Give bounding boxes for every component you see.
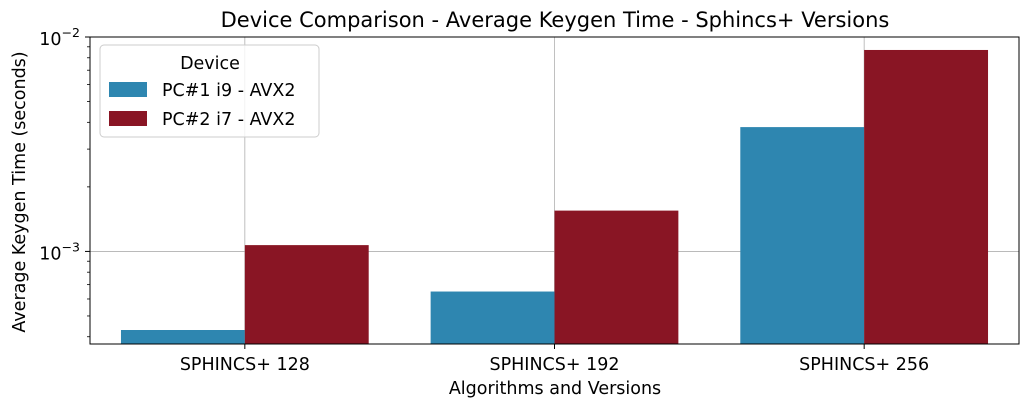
bar-series1-3	[740, 127, 865, 344]
y-tick-exponent: −3	[62, 239, 80, 254]
legend-label-pc2: PC#2 i7 - AVX2	[162, 110, 296, 130]
legend-title: Device	[180, 54, 240, 74]
legend-swatch-pc2	[109, 111, 147, 126]
legend-swatch-pc1	[109, 82, 147, 97]
legend-label-pc1: PC#1 i9 - AVX2	[162, 81, 296, 101]
bar-series2-2	[554, 210, 679, 344]
axes	[85, 36, 1020, 349]
y-tick-label-1: 10−2	[39, 25, 80, 50]
x-tick-label-2: SPHINCS+ 192	[489, 355, 619, 375]
x-tick-label-1: SPHINCS+ 128	[180, 355, 310, 375]
tick-labels: SPHINCS+ 128 SPHINCS+ 192 SPHINCS+ 25610−2…	[39, 25, 929, 375]
y-tick-base: 10	[39, 244, 61, 264]
chart-title: Device Comparison - Average Keygen Time …	[221, 8, 890, 32]
x-axis-label: Algorithms and Versions	[449, 379, 661, 399]
legend-frame	[99, 44, 320, 138]
bar-series1-1	[120, 330, 245, 344]
bar-series2-3	[864, 49, 989, 345]
y-tick-exponent: −2	[62, 25, 80, 40]
y-axis-label: Average Keygen Time (seconds)	[10, 51, 30, 332]
bar-series2-1	[244, 245, 369, 344]
bar-series1-2	[430, 291, 555, 344]
y-tick-label-2: 10−3	[39, 239, 80, 264]
x-tick-label-3: SPHINCS+ 256	[799, 355, 929, 375]
bars	[120, 49, 989, 345]
y-tick-base: 10	[39, 30, 61, 50]
legend: Device PC#1 i9 - AVX2 PC#2 i7 - AVX2	[99, 44, 320, 138]
